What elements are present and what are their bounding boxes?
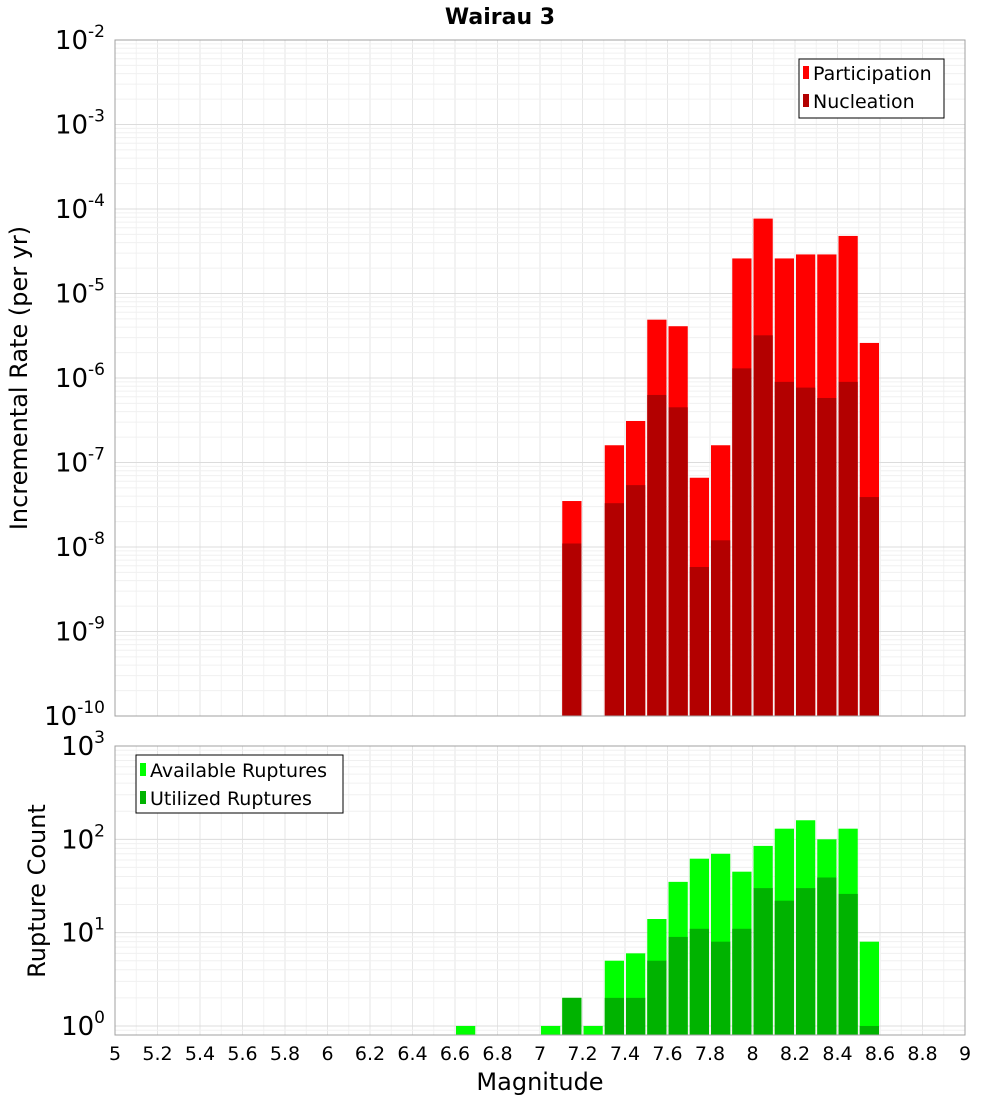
- count-utilized-ruptures-bar: [774, 900, 794, 1035]
- count-utilized-ruptures-bar: [626, 997, 646, 1035]
- rate-legend-box: [798, 58, 945, 119]
- y-tick-label: 10-3: [55, 107, 105, 141]
- y-tick-label: 10-10: [44, 698, 105, 732]
- rate-nucleation-bar: [732, 368, 752, 716]
- x-tick-label: 5.6: [227, 1043, 257, 1065]
- count-legend: Available Ruptures Utilized Ruptures: [135, 754, 344, 814]
- rate-gridlines: [114, 39, 966, 717]
- count-utilized-ruptures-bar: [838, 893, 858, 1035]
- y-tick-label: 10-9: [55, 614, 105, 648]
- rate-nucleation-bar: [604, 503, 624, 716]
- y-tick-label: 102: [61, 821, 105, 855]
- x-tick-label: 8: [746, 1043, 758, 1065]
- participation-legend-label: Participation: [813, 63, 932, 85]
- x-tick-label: 7: [534, 1043, 546, 1065]
- count-available-ruptures-bar: [583, 1025, 603, 1035]
- count-utilized-ruptures-bar: [647, 960, 667, 1035]
- participation-legend-swatch: [803, 66, 809, 79]
- count-available-ruptures-bar: [456, 1025, 476, 1035]
- x-tick-label: 7.4: [610, 1043, 640, 1065]
- available-legend-label: Available Ruptures: [150, 760, 327, 782]
- count-available-ruptures-bar: [541, 1025, 561, 1035]
- x-tick-label: 8.6: [865, 1043, 895, 1065]
- chart-title: Wairau 3: [445, 5, 555, 30]
- rate-nucleation-bar: [647, 394, 667, 716]
- x-tick-label: 5.8: [270, 1043, 300, 1065]
- rate-nucleation-bar: [774, 381, 794, 716]
- x-tick-label: 7.2: [567, 1043, 597, 1065]
- rate-y-ticks: 10-10 10-9 10-8 10-7 10-6 10-5 10-4 10-3 10-2: [44, 22, 105, 732]
- count-utilized-ruptures-bar: [796, 888, 816, 1035]
- rate-nucleation-bar: [859, 497, 879, 716]
- rate-plot-border: [114, 39, 966, 717]
- count-utilized-ruptures-bar: [562, 997, 582, 1035]
- y-tick-label: 10-6: [55, 360, 105, 394]
- count-panel: 100 101 102 103 5 5.2 5.4 5.6 5.8 6 6.2 6.4 6.6 6.8 7…: [23, 728, 971, 1096]
- count-y-ticks: 100 101 102 103: [61, 728, 105, 1042]
- count-utilized-ruptures-bar: [817, 877, 837, 1035]
- x-tick-label: 9: [959, 1043, 971, 1065]
- rate-nucleation-bar: [562, 543, 582, 716]
- x-tick-labels: 5 5.2 5.4 5.6 5.8 6 6.2 6.4 6.6 6.8 7 7.2 7.4 7.6 7.8 8…: [109, 1043, 971, 1065]
- rate-nucleation-bar: [817, 397, 837, 716]
- count-utilized-ruptures-bar: [732, 928, 752, 1035]
- x-tick-label: 5: [109, 1043, 121, 1065]
- count-legend-box: [135, 754, 344, 814]
- count-utilized-ruptures-bar: [711, 941, 731, 1035]
- y-tick-label: 103: [61, 728, 105, 762]
- x-tick-label: 6.8: [482, 1043, 512, 1065]
- rate-nucleation-bar: [796, 387, 816, 716]
- rate-legend: Participation Nucleation: [798, 58, 945, 119]
- nucleation-legend-label: Nucleation: [813, 91, 915, 113]
- x-tick-label: 8.4: [822, 1043, 852, 1065]
- rate-y-axis-label: Incremental Rate (per yr): [5, 226, 33, 530]
- rate-nucleation-bar: [689, 566, 709, 716]
- y-tick-label: 101: [61, 915, 105, 949]
- x-tick-label: 5.4: [185, 1043, 215, 1065]
- x-tick-label: 6.6: [440, 1043, 470, 1065]
- utilized-legend-swatch: [140, 791, 146, 804]
- x-tick-label: 8.2: [780, 1043, 810, 1065]
- rate-bars: [562, 218, 879, 716]
- rate-nucleation-bar: [753, 335, 773, 716]
- x-axis-label: Magnitude: [476, 1068, 603, 1096]
- count-y-axis-label: Rupture Count: [23, 804, 51, 978]
- count-utilized-ruptures-bar: [753, 888, 773, 1035]
- x-tick-label: 7.8: [695, 1043, 725, 1065]
- rate-nucleation-bar: [711, 540, 731, 716]
- rate-nucleation-bar: [626, 485, 646, 716]
- rate-panel: 10-10 10-9 10-8 10-7 10-6 10-5 10-4 10-3 10-2 In…: [5, 22, 966, 732]
- count-utilized-ruptures-bar: [668, 936, 688, 1035]
- available-legend-swatch: [140, 763, 146, 776]
- x-tick-label: 6.4: [397, 1043, 427, 1065]
- y-tick-label: 10-7: [55, 445, 105, 479]
- x-tick-label: 8.8: [907, 1043, 937, 1065]
- count-available-ruptures-bar: [859, 941, 879, 1035]
- x-tick-label: 7.6: [652, 1043, 682, 1065]
- rate-nucleation-bar: [668, 407, 688, 716]
- y-tick-label: 10-2: [55, 22, 105, 56]
- y-tick-label: 10-4: [55, 191, 105, 225]
- count-utilized-ruptures-bar: [689, 928, 709, 1035]
- nucleation-legend-swatch: [803, 94, 809, 107]
- count-utilized-ruptures-bar: [604, 997, 624, 1035]
- count-utilized-ruptures-bar: [859, 1025, 879, 1035]
- count-plot-border: [114, 745, 966, 1036]
- y-tick-label: 100: [61, 1008, 105, 1042]
- utilized-legend-label: Utilized Ruptures: [150, 788, 312, 810]
- y-tick-label: 10-5: [55, 276, 105, 310]
- count-bars: [456, 820, 879, 1035]
- y-tick-label: 10-8: [55, 529, 105, 563]
- x-tick-label: 5.2: [142, 1043, 172, 1065]
- rate-nucleation-bar: [838, 381, 858, 716]
- x-tick-label: 6: [321, 1043, 333, 1065]
- x-tick-label: 6.2: [355, 1043, 385, 1065]
